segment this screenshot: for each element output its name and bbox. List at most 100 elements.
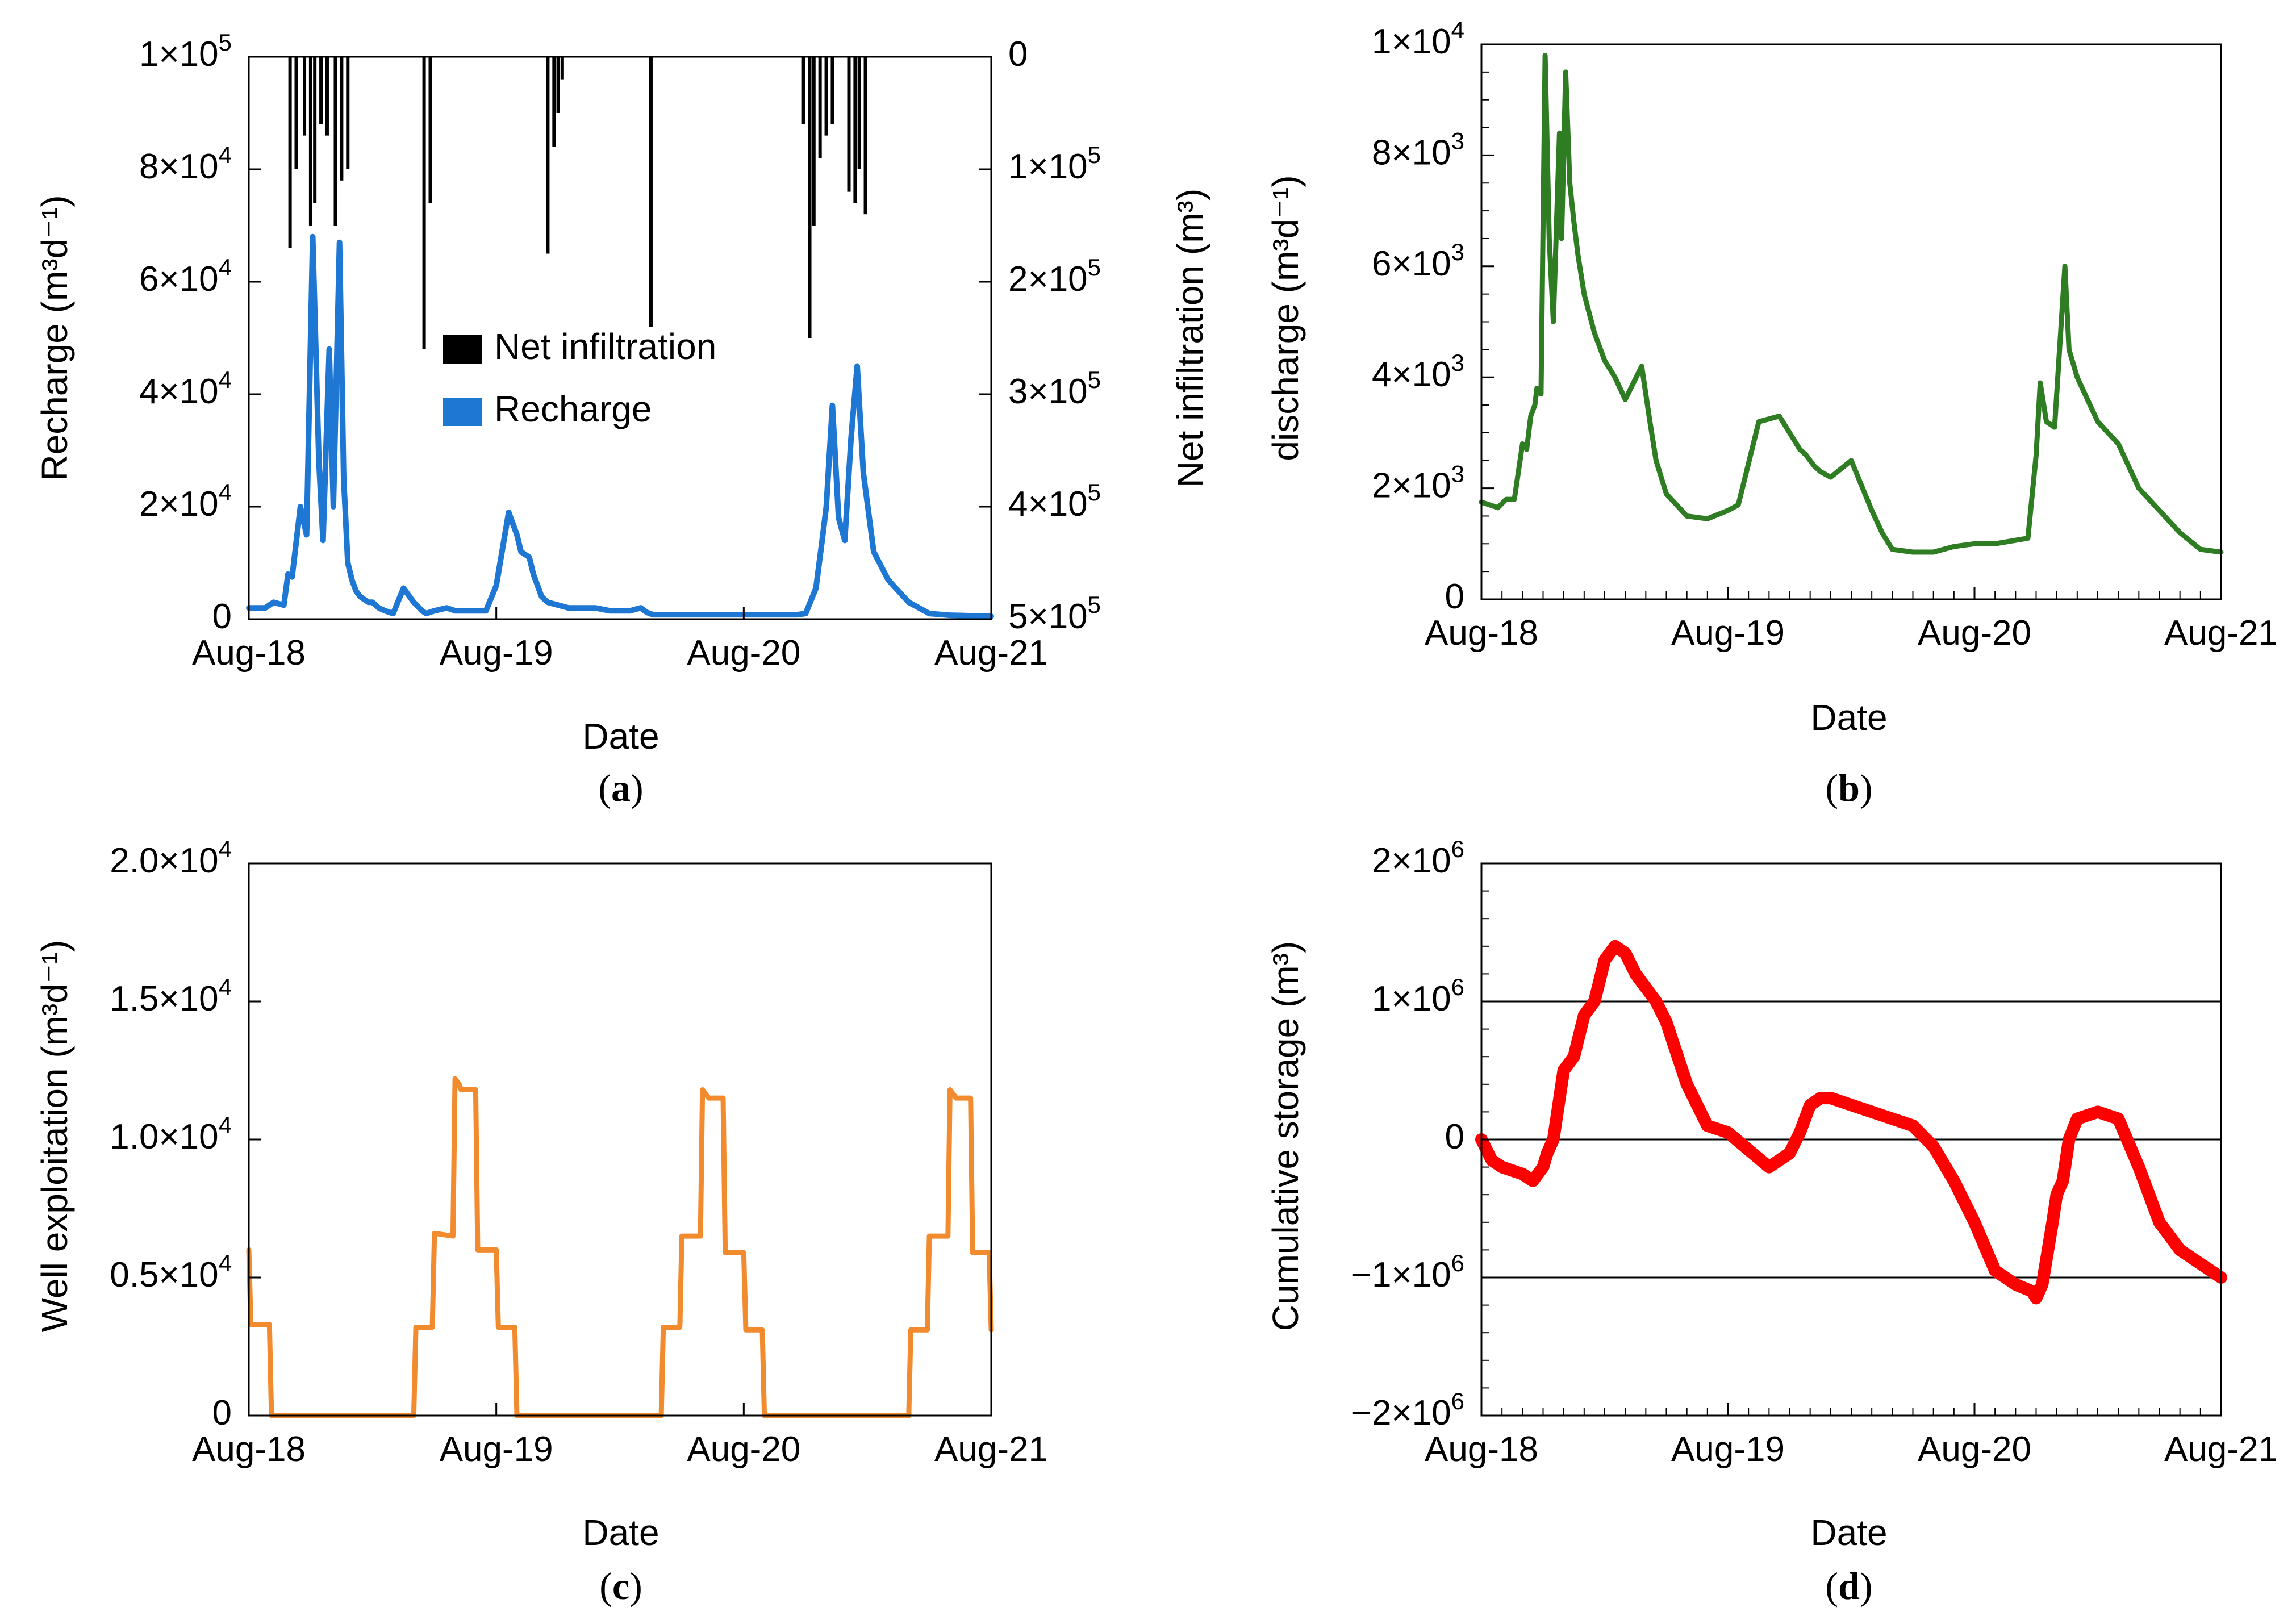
panel-label-b: (b)	[1825, 766, 1872, 809]
y-tick-label-b-2: 4×103	[1372, 349, 1464, 394]
x-axis-label-a: Date	[582, 716, 659, 757]
x-ticks-d: Aug-18 Aug-19 Aug-20 Aug-21	[1425, 1403, 2278, 1469]
y-tick-label-b-5: 1×104	[1372, 16, 1464, 61]
legend-swatch-recharge	[443, 398, 482, 426]
y2-axis-label-a: Net infiltration (m³)	[1170, 189, 1210, 487]
x-tick-label-b-1: Aug-19	[1671, 613, 1785, 653]
panel-label-c: (c)	[599, 1564, 642, 1608]
x-tick-label-c-3: Aug-21	[934, 1430, 1048, 1469]
y2-tick-label-a-2: 2×105	[1008, 254, 1101, 299]
y2-tick-label-a-5: 5×105	[1008, 591, 1101, 636]
y-tick-label-a-4: 8×104	[139, 141, 232, 186]
x-tick-label-d-2: Aug-20	[1918, 1430, 2031, 1469]
plot-frame-a	[248, 56, 992, 620]
y-tick-label-a-0: 0	[212, 597, 232, 636]
net-infiltration-bar	[346, 57, 350, 169]
net-infiltration-bar	[422, 57, 426, 349]
y-tick-label-b-1: 2×103	[1372, 461, 1464, 506]
net-infiltration-bar	[847, 57, 851, 192]
y2-tick-label-a-4: 4×105	[1008, 479, 1101, 524]
x-tick-label-a-1: Aug-19	[440, 633, 553, 673]
net-infiltration-bar	[428, 57, 432, 203]
y-tick-label-a-1: 2×104	[139, 479, 232, 524]
net-infiltration-bar	[824, 57, 828, 136]
plot-area-a	[246, 56, 994, 620]
legend-label-recharge: Recharge	[494, 389, 652, 429]
net-infiltration-bar	[812, 57, 816, 226]
net-infiltration-bar	[808, 57, 812, 338]
y-tick-label-c-4: 2.0×104	[110, 836, 232, 880]
y2-tick-label-a-0: 0	[1008, 35, 1028, 74]
x-tick-label-d-1: Aug-19	[1671, 1430, 1785, 1469]
series-line-c-well-exploitation	[246, 1076, 994, 1418]
y-tick-label-d-0: −2×106	[1351, 1388, 1464, 1433]
y-tick-label-c-0: 0	[212, 1393, 232, 1433]
net-infiltration-bar	[801, 57, 805, 124]
x-axis-label-c: Date	[582, 1512, 659, 1553]
y-tick-label-c-2: 1.0×104	[110, 1112, 232, 1157]
net-infiltration-bar	[319, 57, 323, 124]
x-tick-label-b-0: Aug-18	[1425, 613, 1538, 653]
panel-label-d: (d)	[1825, 1564, 1872, 1608]
y2-tick-label-a-1: 1×105	[1008, 141, 1101, 186]
net-infiltration-bar	[552, 57, 556, 147]
x-axis-label-d: Date	[1810, 1512, 1887, 1553]
legend-label-net-infiltration: Net infiltration	[494, 326, 716, 367]
x-tick-label-a-2: Aug-20	[687, 633, 800, 673]
y2-tick-label-a-3: 3×105	[1008, 366, 1101, 411]
y-tick-label-b-3: 6×103	[1372, 239, 1464, 283]
net-infiltration-bar	[340, 57, 344, 181]
y-tick-label-d-4: 2×106	[1372, 836, 1464, 880]
net-infiltration-bar	[308, 57, 312, 226]
x-tick-label-c-0: Aug-18	[192, 1430, 306, 1469]
y-tick-label-b-0: 0	[1445, 577, 1464, 616]
net-infiltration-bar	[325, 57, 329, 136]
x-tick-label-b-3: Aug-21	[2164, 613, 2278, 653]
y-ticks-d: −2×106 −1×106 0 1×106 2×106	[1351, 836, 1494, 1433]
y-tick-label-d-1: −1×106	[1351, 1250, 1464, 1295]
panel-label-a: (a)	[598, 766, 643, 809]
y-axis-label-b: discharge (m³d⁻¹)	[1265, 175, 1306, 461]
x-tick-label-a-3: Aug-21	[934, 633, 1048, 673]
x-tick-label-d-3: Aug-21	[2164, 1430, 2278, 1469]
y-tick-label-b-4: 8×103	[1372, 127, 1464, 172]
y-tick-label-d-2: 0	[1445, 1117, 1464, 1157]
y-ticks-b: 0 2×103 4×103 6×103 8×103 1×104	[1372, 16, 1494, 616]
x-ticks-a: Aug-18 Aug-19 Aug-20 Aug-21	[192, 607, 1048, 673]
net-infiltration-bar	[546, 57, 550, 254]
net-infiltration-bar	[303, 57, 307, 136]
legend-swatch-net-infiltration	[443, 335, 482, 364]
net-infiltration-bar	[556, 57, 560, 113]
panel-a: 0 2×104 4×104 6×104 8×104 1×105 0 1×105 2×105 3×…	[34, 29, 1210, 809]
y-tick-label-a-5: 1×105	[139, 29, 232, 74]
y-tick-label-a-3: 6×104	[139, 254, 232, 299]
y-ticks-c: 0 0.5×104 1.0×104 1.5×104 2.0×104	[110, 836, 261, 1433]
x-tick-label-c-1: Aug-19	[440, 1430, 553, 1469]
series-line-d-cumulative-storage	[1475, 940, 2227, 1305]
x-ticks-c: Aug-18 Aug-19 Aug-20 Aug-21	[192, 1403, 1048, 1469]
net-infiltration-bar	[853, 57, 857, 203]
net-infiltration-bar	[857, 57, 861, 169]
net-infiltration-bar	[560, 57, 564, 80]
net-infiltration-bar	[830, 57, 834, 124]
net-infiltration-bar	[288, 57, 292, 248]
net-infiltration-bar	[333, 57, 337, 226]
series-line-b-discharge	[1479, 53, 2224, 555]
net-infiltration-bar	[649, 57, 653, 327]
y2-ticks-a: 0 1×105 2×105 3×105 4×105 5×105	[979, 35, 1101, 636]
y-tick-label-c-1: 0.5×104	[110, 1250, 232, 1295]
y-axis-label-c: Well exploitation (m³d⁻¹)	[34, 940, 75, 1333]
net-infiltration-bar	[863, 57, 867, 215]
y-tick-label-d-3: 1×106	[1372, 974, 1464, 1018]
legend-a: Net infiltration Recharge	[443, 326, 716, 429]
x-tick-label-c-2: Aug-20	[687, 1430, 800, 1469]
y-tick-label-a-2: 4×104	[139, 366, 232, 411]
net-infiltration-bar	[294, 57, 298, 169]
x-axis-label-b: Date	[1810, 697, 1887, 738]
y-ticks-a: 0 2×104 4×104 6×104 8×104 1×105	[139, 29, 261, 636]
net-infiltration-bar	[818, 57, 822, 158]
series-line-a-recharge	[246, 233, 994, 619]
